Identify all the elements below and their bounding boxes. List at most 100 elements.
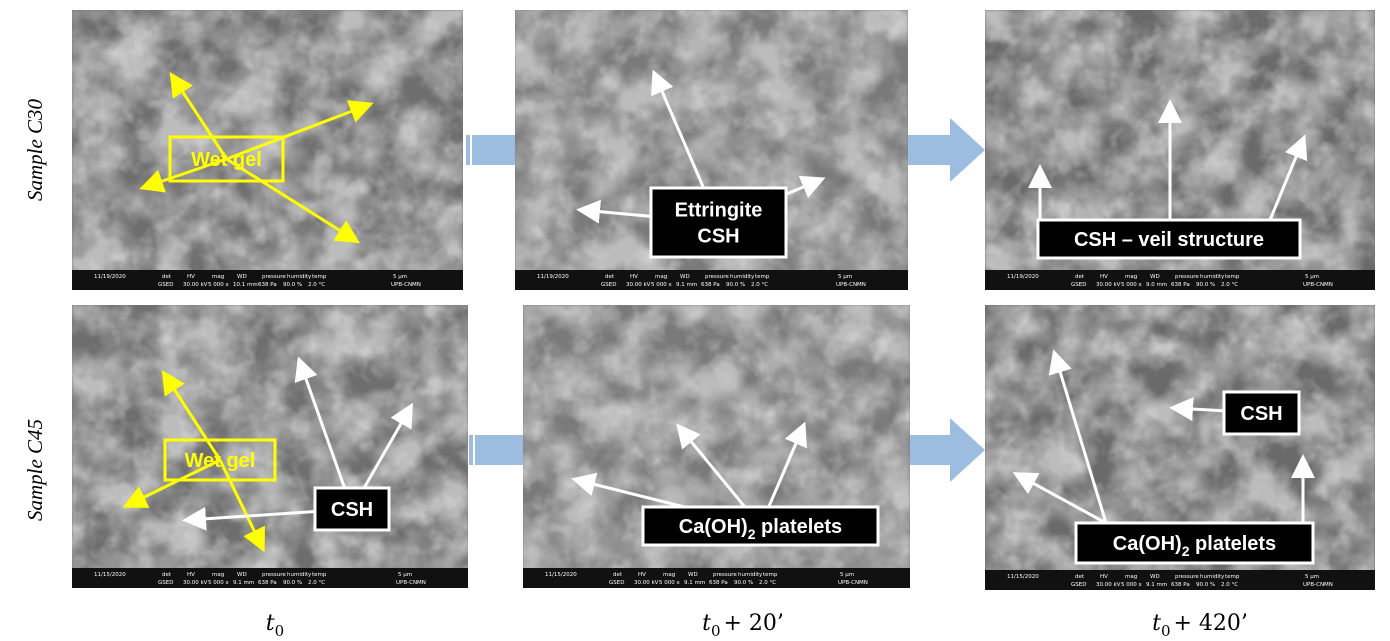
- info-lab: UPB-CNMN: [1303, 282, 1333, 288]
- info-header: humidity: [287, 572, 312, 578]
- info-value: GSED: [601, 282, 616, 288]
- info-value: 2.0 °C: [751, 282, 768, 288]
- info-value: 90.0 %: [283, 580, 302, 586]
- info-header: mag: [212, 572, 224, 578]
- label-suffix: platelets: [1189, 533, 1276, 555]
- column-sub: 0: [711, 622, 721, 640]
- info-value: 2.0 °C: [308, 282, 325, 288]
- info-header: det: [613, 572, 623, 578]
- info-header: mag: [1125, 274, 1137, 280]
- info-header: mag: [655, 274, 667, 280]
- figure: 11/19/2020 det GSED HV 30.00 kV mag 5 000 x WD 1…: [0, 0, 1390, 641]
- column-base: t: [702, 611, 711, 636]
- info-scale: 5 μm: [1305, 574, 1319, 580]
- info-header: humidity: [287, 274, 312, 280]
- info-value: 30.00 kV: [1096, 282, 1121, 288]
- column-base: t: [266, 611, 275, 636]
- info-value: 30.00 kV: [183, 282, 208, 288]
- info-lab: UPB-CNMN: [1303, 582, 1333, 588]
- info-header: humidity: [730, 274, 755, 280]
- info-lab: UPB-CNMN: [838, 580, 868, 586]
- info-value: 9.0 mm: [1146, 282, 1167, 288]
- info-value: 10.1 mm: [233, 282, 258, 288]
- info-header: pressure: [1175, 574, 1199, 580]
- label-main: CSH: [697, 226, 739, 248]
- sem-image: 11/15/2020detGSEDHV30.00 kVmag5 000 xWD9…: [985, 305, 1375, 590]
- info-value: GSED: [1071, 582, 1086, 588]
- info-value: 30.00 kV: [626, 282, 651, 288]
- info-header: HV: [1100, 274, 1108, 280]
- info-lab: UPB-CNMN: [396, 580, 426, 586]
- info-scale: 5 μm: [398, 572, 412, 578]
- info-header: WD: [1150, 274, 1160, 280]
- info-header: HV: [1100, 574, 1108, 580]
- info-lab: UPB-CNMN: [836, 282, 866, 288]
- info-value: 638 Pa: [1171, 582, 1190, 588]
- info-value: 9.1 mm: [676, 282, 697, 288]
- label-sub: 2: [1182, 543, 1190, 559]
- info-lab: UPB-CNMN: [391, 282, 421, 288]
- info-header: pressure: [1175, 274, 1199, 280]
- info-value: 30.00 kV: [634, 580, 659, 586]
- info-header: WD: [688, 572, 698, 578]
- label-main: CSH: [1240, 403, 1282, 425]
- sem-image: 11/15/2020detGSEDHV30.00 kVmag5 000 xWD9…: [523, 305, 910, 588]
- info-scale: 5 μm: [393, 274, 407, 280]
- column-label: t0: [266, 611, 284, 640]
- info-value: 90.0 %: [1196, 582, 1215, 588]
- sem-image: 11/19/2020detGSEDHV30.00 kVmag5 000 xWD9…: [985, 10, 1375, 290]
- info-header: WD: [237, 274, 247, 280]
- info-header: pressure: [262, 274, 286, 280]
- info-value: 638 Pa: [258, 580, 277, 586]
- info-value: 5 000 x: [208, 282, 229, 288]
- info-header: pressure: [262, 572, 286, 578]
- label-suffix: platelets: [755, 516, 842, 538]
- info-header: pressure: [713, 572, 737, 578]
- info-value: 638 Pa: [709, 580, 728, 586]
- label-text: CSH: [697, 226, 739, 248]
- column-base: t: [1152, 611, 1161, 636]
- info-header: HV: [187, 572, 195, 578]
- info-date: 11/15/2020: [545, 572, 577, 578]
- info-value: 9.1 mm: [684, 580, 705, 586]
- info-scale: 5 μm: [840, 572, 854, 578]
- info-value: 9.1 mm: [1146, 582, 1167, 588]
- info-header: pressure: [705, 274, 729, 280]
- info-header: det: [1075, 574, 1085, 580]
- info-header: WD: [1150, 574, 1160, 580]
- info-value: 5 000 x: [659, 580, 680, 586]
- info-value: GSED: [1071, 282, 1086, 288]
- info-header: det: [162, 572, 172, 578]
- info-header: WD: [237, 572, 247, 578]
- info-value: 9.1 mm: [233, 580, 254, 586]
- info-value: 5 000 x: [1121, 582, 1142, 588]
- info-value: 638 Pa: [701, 282, 720, 288]
- column-label: t0+ 20’: [702, 611, 784, 640]
- info-header: mag: [663, 572, 675, 578]
- info-value: 90.0 %: [734, 580, 753, 586]
- info-header: temp: [1225, 574, 1240, 580]
- info-date: 11/19/2020: [94, 274, 126, 280]
- column-sub: 0: [275, 622, 285, 640]
- info-value: 5 000 x: [1121, 282, 1142, 288]
- label-text: Wet gel: [191, 149, 262, 171]
- info-header: WD: [680, 274, 690, 280]
- info-header: mag: [212, 274, 224, 280]
- label-main: Wet gel: [185, 450, 256, 472]
- row-label: Sample C30: [23, 98, 47, 201]
- info-value: 30.00 kV: [183, 580, 208, 586]
- info-value: 30.00 kV: [1096, 582, 1121, 588]
- info-header: mag: [1125, 574, 1137, 580]
- info-date: 11/19/2020: [537, 274, 569, 280]
- info-value: GSED: [158, 580, 173, 586]
- label-main: Wet gel: [191, 149, 262, 171]
- info-header: HV: [638, 572, 646, 578]
- info-header: temp: [763, 572, 778, 578]
- image-highlights: [72, 10, 463, 290]
- info-header: humidity: [1200, 574, 1225, 580]
- info-scale: 5 μm: [838, 274, 852, 280]
- label-text: CSH – veil structure: [1074, 229, 1264, 251]
- info-value: 638 Pa: [258, 282, 277, 288]
